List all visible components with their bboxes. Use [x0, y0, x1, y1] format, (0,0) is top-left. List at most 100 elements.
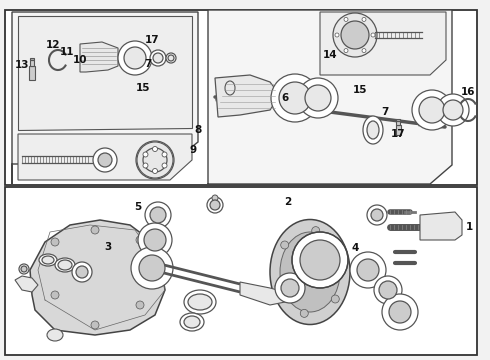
Circle shape [98, 153, 112, 167]
Circle shape [312, 227, 320, 235]
Ellipse shape [270, 220, 350, 324]
Circle shape [362, 17, 366, 21]
Circle shape [412, 90, 452, 130]
Text: 12: 12 [46, 40, 60, 50]
Circle shape [300, 240, 340, 280]
Circle shape [389, 301, 411, 323]
Bar [29, 66, 35, 80]
Circle shape [19, 264, 29, 274]
Polygon shape [215, 75, 280, 117]
Circle shape [275, 273, 305, 303]
Polygon shape [18, 134, 192, 180]
Circle shape [333, 13, 377, 57]
Text: 11: 11 [60, 47, 74, 57]
Ellipse shape [280, 232, 340, 312]
Text: 17: 17 [145, 35, 159, 45]
Circle shape [162, 152, 167, 157]
Circle shape [367, 205, 387, 225]
Circle shape [281, 279, 299, 297]
Text: 1: 1 [466, 222, 473, 232]
Bar [395, 125, 400, 135]
Circle shape [281, 241, 289, 249]
Circle shape [382, 294, 418, 330]
Circle shape [371, 209, 383, 221]
Polygon shape [320, 12, 446, 75]
Circle shape [443, 100, 463, 120]
Circle shape [51, 291, 59, 299]
Circle shape [344, 49, 348, 53]
Circle shape [298, 78, 338, 118]
Circle shape [144, 229, 166, 251]
Circle shape [275, 282, 283, 291]
Circle shape [136, 236, 144, 244]
Ellipse shape [58, 260, 72, 270]
Circle shape [279, 82, 311, 114]
Polygon shape [30, 220, 165, 335]
Circle shape [335, 33, 339, 37]
Circle shape [437, 94, 469, 126]
Circle shape [152, 147, 157, 152]
Ellipse shape [55, 258, 75, 272]
Ellipse shape [367, 121, 379, 139]
Text: 6: 6 [281, 93, 289, 103]
Circle shape [136, 301, 144, 309]
Text: 3: 3 [104, 242, 112, 252]
Ellipse shape [47, 329, 63, 341]
Circle shape [341, 21, 369, 49]
Text: 4: 4 [351, 243, 359, 253]
Circle shape [162, 163, 167, 168]
Text: 5: 5 [134, 202, 142, 212]
Circle shape [137, 142, 173, 178]
Circle shape [91, 226, 99, 234]
Circle shape [118, 41, 152, 75]
Polygon shape [80, 42, 118, 72]
Circle shape [305, 85, 331, 111]
Circle shape [131, 247, 173, 289]
Polygon shape [15, 276, 38, 292]
Polygon shape [240, 282, 290, 305]
Bar [30, 60, 34, 66]
Ellipse shape [184, 290, 216, 314]
Circle shape [76, 266, 88, 278]
Circle shape [151, 271, 159, 279]
Text: 14: 14 [323, 50, 337, 60]
Text: 15: 15 [136, 83, 150, 93]
Circle shape [168, 55, 174, 61]
Circle shape [331, 295, 339, 303]
Bar [396, 119, 400, 121]
Polygon shape [12, 12, 198, 184]
Text: 9: 9 [190, 145, 196, 155]
Circle shape [337, 254, 345, 262]
Text: 13: 13 [15, 60, 29, 70]
Polygon shape [420, 212, 462, 240]
Polygon shape [208, 10, 452, 185]
Circle shape [51, 238, 59, 246]
Ellipse shape [225, 81, 235, 95]
Circle shape [143, 152, 148, 157]
Circle shape [72, 262, 92, 282]
Circle shape [153, 53, 163, 63]
Circle shape [344, 17, 348, 21]
Circle shape [271, 74, 319, 122]
Bar [396, 121, 399, 125]
Circle shape [93, 148, 117, 172]
Circle shape [207, 197, 223, 213]
Circle shape [138, 223, 172, 257]
Text: 17: 17 [391, 129, 405, 139]
Circle shape [371, 33, 375, 37]
Circle shape [362, 49, 366, 53]
Circle shape [152, 168, 157, 174]
Circle shape [379, 281, 397, 299]
Circle shape [210, 200, 220, 210]
Ellipse shape [188, 294, 212, 310]
Text: 15: 15 [353, 85, 367, 95]
Circle shape [21, 266, 27, 272]
Ellipse shape [363, 116, 383, 144]
Text: 7: 7 [145, 59, 152, 69]
Polygon shape [18, 16, 192, 130]
Circle shape [136, 141, 174, 179]
Circle shape [357, 259, 379, 281]
Circle shape [350, 252, 386, 288]
Bar [5, 187, 477, 355]
Circle shape [212, 195, 218, 201]
